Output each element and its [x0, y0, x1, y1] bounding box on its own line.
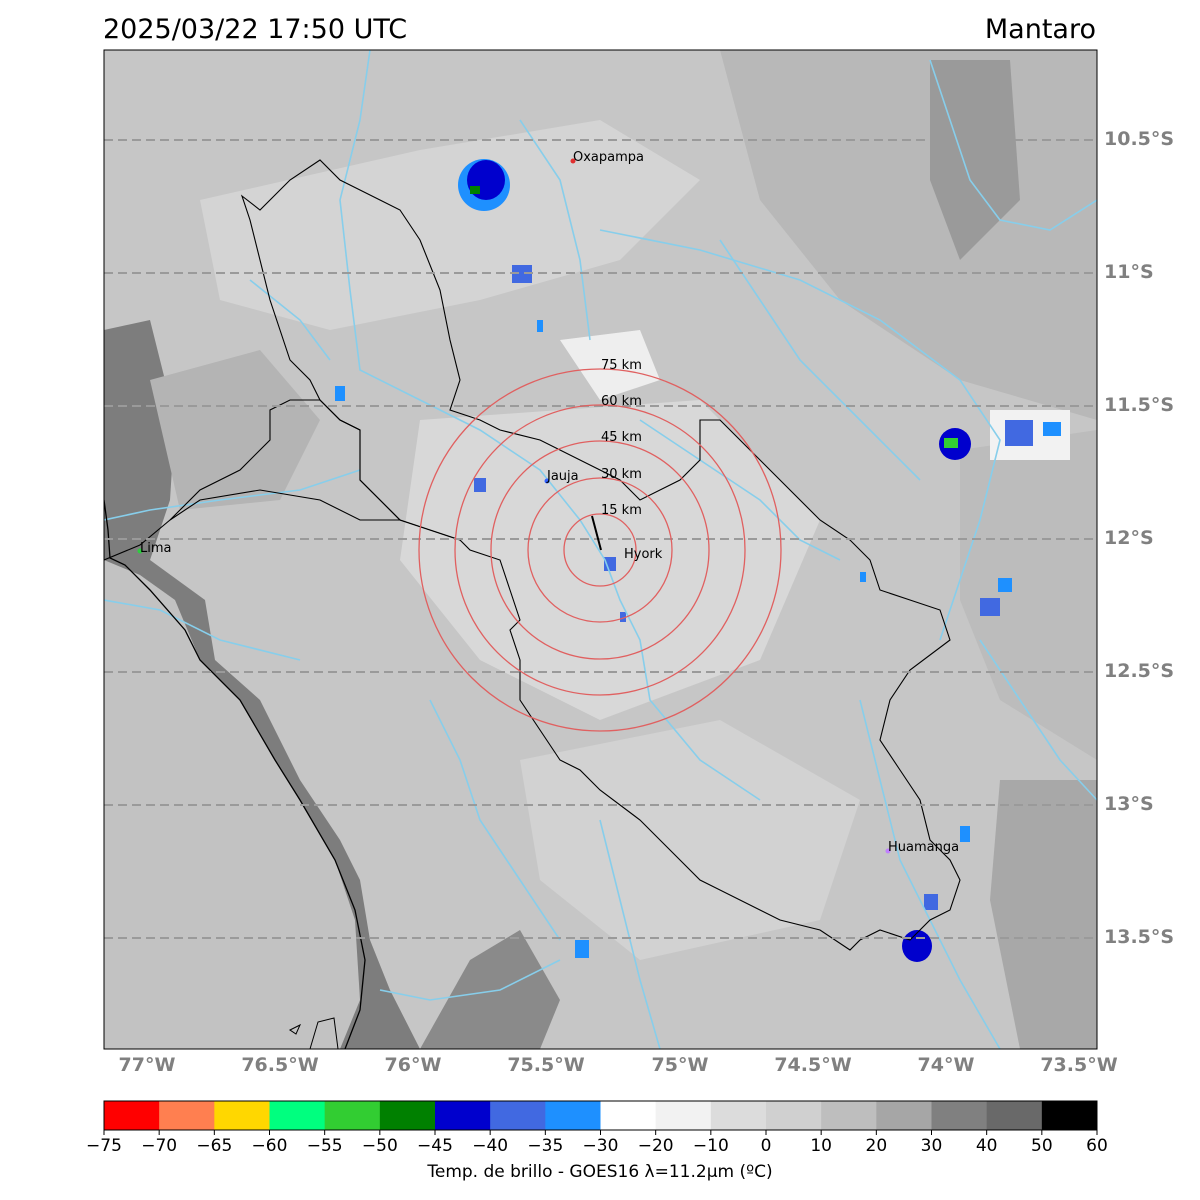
cold-cloud-cells — [335, 159, 1061, 962]
city-label-oxapampa: Oxapampa — [573, 150, 644, 165]
colorbar-segment — [710, 1101, 767, 1130]
colorbar-segment — [435, 1101, 491, 1130]
city-label-jauja: Jauja — [546, 469, 579, 484]
colorbar-tick-label: 60 — [1086, 1136, 1108, 1156]
ring-label-45: 45 km — [601, 430, 642, 445]
colorbar-segment — [600, 1101, 657, 1130]
colorbar-segment — [876, 1101, 932, 1130]
lon-label: 73.5°W — [1040, 1054, 1118, 1076]
colorbar-segment — [104, 1101, 160, 1130]
colorbar-tick-label: −70 — [141, 1136, 178, 1156]
colorbar-tick-label: −60 — [251, 1136, 288, 1156]
colorbar-segment — [766, 1101, 822, 1130]
city-label-huamanga: Huamanga — [888, 840, 959, 855]
coastline — [104, 499, 366, 1049]
rivers — [104, 50, 1097, 1049]
region-title: Mantaro — [984, 14, 1096, 45]
colorbar-tick-label: 10 — [810, 1136, 832, 1156]
colorbar-tick-label: 20 — [865, 1136, 888, 1156]
colorbar-tick-label: −65 — [196, 1136, 233, 1156]
colorbar-segment — [214, 1101, 270, 1130]
lat-label: 11.5°S — [1104, 394, 1175, 416]
colorbar-tick-label: 40 — [975, 1136, 998, 1156]
colorbar — [103, 1101, 1098, 1135]
basin-boundaries — [104, 159, 961, 951]
wind-vector — [591, 515, 602, 551]
ring-label-15: 15 km — [601, 503, 642, 518]
colorbar-tick-label: −30 — [582, 1136, 619, 1156]
map-frame — [103, 49, 1098, 1050]
lat-label: 12°S — [1104, 527, 1154, 549]
colorbar-label: Temp. de brillo - GOES16 λ=11.2μm (ºC) — [427, 1162, 773, 1182]
lat-label: 10.5°S — [1104, 128, 1175, 150]
lon-label: 74.5°W — [774, 1054, 852, 1076]
colorbar-tick-label: −50 — [361, 1136, 398, 1156]
lon-label: 75°W — [651, 1054, 709, 1076]
colorbar-segment — [1041, 1101, 1098, 1130]
colorbar-tick-label: −75 — [86, 1136, 122, 1156]
city-marker-huamanga — [885, 848, 891, 854]
city-marker-oxapampa — [570, 158, 576, 164]
lat-label: 13°S — [1104, 793, 1154, 815]
datetime-title: 2025/03/22 17:50 UTC — [103, 14, 408, 45]
colorbar-tick-label: −35 — [527, 1136, 564, 1156]
lon-label: 75.5°W — [507, 1054, 585, 1076]
lon-label: 76°W — [384, 1054, 442, 1076]
colorbar-tick-label: 0 — [760, 1136, 772, 1156]
colorbar-tick-label: −40 — [472, 1136, 509, 1156]
colorbar-tick-label: −20 — [637, 1136, 674, 1156]
colorbar-segment — [545, 1101, 601, 1130]
lon-label: 76.5°W — [241, 1054, 319, 1076]
city-label-lima: Lima — [140, 541, 171, 556]
ring-label-60: 60 km — [601, 394, 642, 409]
colorbar-segment — [490, 1101, 546, 1130]
colorbar-tick-label: 30 — [920, 1136, 943, 1156]
colorbar-segment — [986, 1101, 1043, 1130]
colorbar-segment — [269, 1101, 326, 1130]
colorbar-tick-label: −55 — [306, 1136, 343, 1156]
colorbar-segment — [931, 1101, 988, 1130]
range-rings — [418, 368, 782, 732]
city-marker-jauja — [544, 478, 550, 484]
ring-label-75: 75 km — [601, 358, 642, 373]
lon-label: 77°W — [118, 1054, 176, 1076]
satellite-image: 75 km 60 km 45 km 30 km 15 km Oxapampa J… — [104, 50, 1097, 1049]
colorbar-tick-label: −45 — [417, 1136, 453, 1156]
city-label-hyork: Hyork — [624, 547, 663, 562]
lat-label: 13.5°S — [1104, 926, 1175, 948]
lon-label: 74°W — [917, 1054, 975, 1076]
colorbar-segment — [821, 1101, 877, 1130]
colorbar-segment — [379, 1101, 436, 1130]
lat-label: 12.5°S — [1104, 660, 1175, 682]
latitude-gridlines — [104, 139, 1097, 939]
colorbar-tick-label: 50 — [1031, 1136, 1053, 1156]
city-marker-lima — [137, 548, 143, 554]
colorbar-segment — [159, 1101, 215, 1130]
colorbar-tick-label: −10 — [692, 1136, 729, 1156]
lat-label: 11°S — [1104, 261, 1154, 283]
colorbar-segment — [324, 1101, 381, 1130]
colorbar-segment — [655, 1101, 712, 1130]
ring-label-30: 30 km — [601, 467, 642, 482]
